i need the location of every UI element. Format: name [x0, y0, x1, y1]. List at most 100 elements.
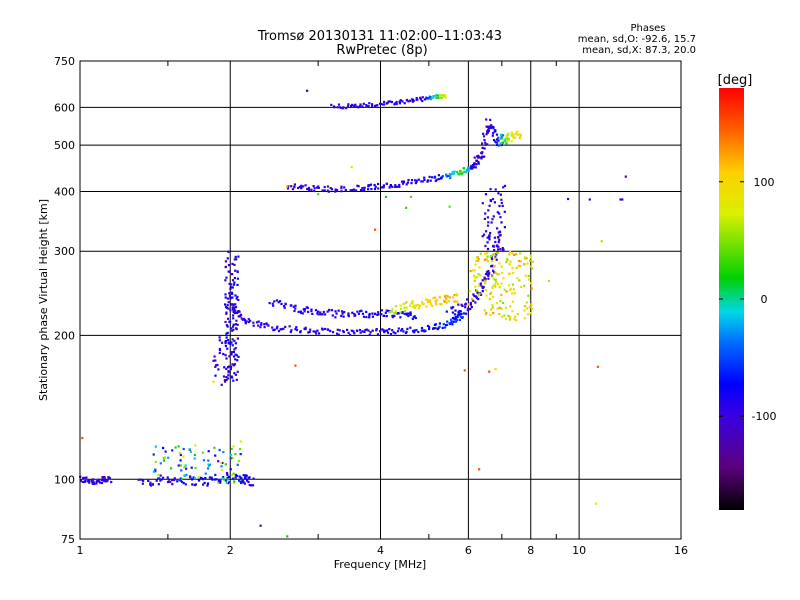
data-point [494, 240, 497, 244]
data-point [407, 314, 410, 318]
data-point [596, 365, 599, 368]
data-point [404, 331, 408, 335]
data-point [519, 260, 522, 263]
data-point [453, 170, 456, 173]
data-point [376, 313, 379, 317]
data-point [231, 338, 234, 341]
data-point [284, 302, 287, 305]
data-point [225, 276, 228, 279]
data-point [396, 185, 399, 188]
data-point [451, 170, 454, 174]
data-point [326, 310, 329, 313]
data-point [233, 281, 236, 284]
data-point [267, 324, 270, 327]
data-point [381, 103, 384, 106]
data-point [500, 293, 503, 296]
data-point [367, 188, 370, 191]
data-point [493, 271, 496, 274]
data-point [472, 164, 475, 167]
data-point [220, 468, 223, 471]
data-point [217, 480, 220, 483]
data-point [307, 186, 311, 190]
data-point [405, 99, 409, 102]
data-point [100, 482, 104, 485]
data-point [505, 140, 508, 143]
data-point [474, 295, 478, 298]
data-point [401, 182, 405, 185]
data-point [489, 292, 492, 295]
data-point [107, 476, 110, 479]
data-point [311, 312, 314, 315]
data-point [425, 96, 428, 99]
data-point [365, 310, 368, 313]
data-point [232, 350, 235, 354]
data-point [299, 310, 302, 313]
data-point [193, 484, 196, 487]
data-point [335, 312, 338, 315]
data-point [498, 286, 501, 289]
data-point [284, 325, 287, 328]
data-point [492, 311, 495, 315]
data-point [426, 324, 430, 328]
data-point [220, 383, 223, 386]
data-point [324, 313, 327, 316]
data-point [432, 327, 435, 330]
data-point [215, 478, 218, 481]
data-point [469, 167, 472, 170]
data-point [461, 304, 464, 308]
data-point [317, 193, 320, 196]
data-point [443, 300, 446, 303]
data-point [409, 311, 412, 314]
data-point [418, 304, 422, 307]
data-point [390, 310, 393, 313]
data-point [485, 230, 488, 233]
data-point [236, 295, 239, 298]
data-point [353, 104, 356, 107]
data-point [509, 289, 512, 292]
data-point [496, 143, 499, 146]
x-tick-label: 10 [572, 544, 586, 557]
data-point [286, 535, 289, 538]
data-point [352, 188, 355, 192]
data-point [505, 142, 508, 145]
data-point [394, 305, 397, 308]
data-point [167, 456, 170, 459]
data-point [446, 320, 449, 323]
data-point [420, 329, 423, 332]
data-point [233, 263, 236, 266]
data-point [291, 188, 294, 191]
data-point [87, 480, 90, 483]
data-point [233, 348, 236, 351]
data-point [232, 472, 235, 475]
data-point [225, 376, 228, 379]
chart-title: Tromsø 20130131 11:02:00–11:03:43 [257, 29, 502, 44]
data-point [224, 344, 227, 348]
data-point [518, 279, 521, 282]
data-point [182, 455, 185, 458]
data-point [508, 253, 511, 256]
data-point [319, 311, 322, 314]
data-point [398, 100, 401, 103]
data-point [484, 244, 487, 248]
data-point [231, 286, 234, 289]
data-point [97, 480, 100, 483]
data-point [271, 302, 274, 305]
data-point [511, 266, 514, 269]
data-point [227, 301, 230, 304]
data-point [421, 99, 424, 103]
data-point [233, 482, 236, 485]
y-tick-label: 200 [54, 329, 75, 342]
data-point [416, 98, 419, 101]
x-tick-label: 6 [465, 544, 472, 557]
data-point [154, 445, 157, 448]
data-point [412, 305, 415, 309]
x-tick-label: 4 [377, 544, 384, 557]
data-point [333, 106, 336, 109]
data-point [236, 463, 239, 466]
data-point [492, 244, 495, 247]
data-point [502, 186, 505, 189]
data-point [183, 466, 186, 469]
data-point [330, 309, 334, 312]
data-point [95, 482, 98, 485]
data-point [463, 170, 466, 173]
